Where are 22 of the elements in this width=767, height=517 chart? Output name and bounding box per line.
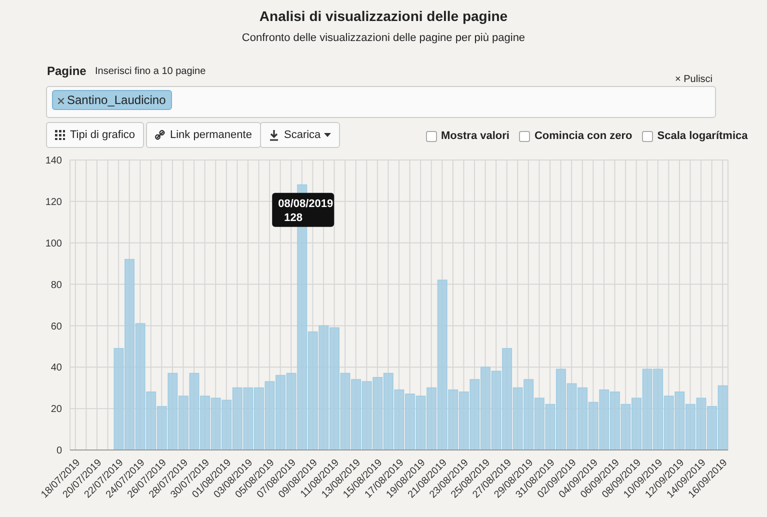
text: Comincia con zero — [534, 130, 632, 142]
text: Link permanente — [146, 122, 261, 148]
text: × Pulisci — [675, 74, 713, 85]
y-tick-label: 80 — [50, 280, 62, 291]
chart-title: Analisi di visualizzazioni delle pagine — [258, 8, 509, 24]
text: Mostra valori — [441, 130, 510, 142]
y-tick-label: 40 — [50, 362, 62, 374]
annotation: 08/08/2019 — [278, 198, 334, 210]
text: Scarica — [260, 122, 340, 148]
y-tick-label: 20 — [50, 404, 62, 416]
text: Scala logarítmica — [657, 130, 748, 142]
annotation: 128 — [284, 212, 302, 224]
chart-subtitle: Confronto delle visualizzazioni delle pagine per più pagine — [240, 32, 526, 44]
text: Pagine — [47, 64, 86, 78]
y-tick-label: 120 — [45, 196, 62, 208]
text: Santino_Laudicino — [52, 90, 172, 110]
y-tick-label: 140 — [45, 156, 62, 167]
y-tick-label: 60 — [50, 321, 62, 332]
text: Inserisci fino a 10 pagine — [95, 66, 206, 77]
text: Tipi di grafico — [46, 122, 144, 148]
y-tick-label: 0 — [56, 446, 62, 457]
y-tick-label: 100 — [45, 238, 62, 250]
